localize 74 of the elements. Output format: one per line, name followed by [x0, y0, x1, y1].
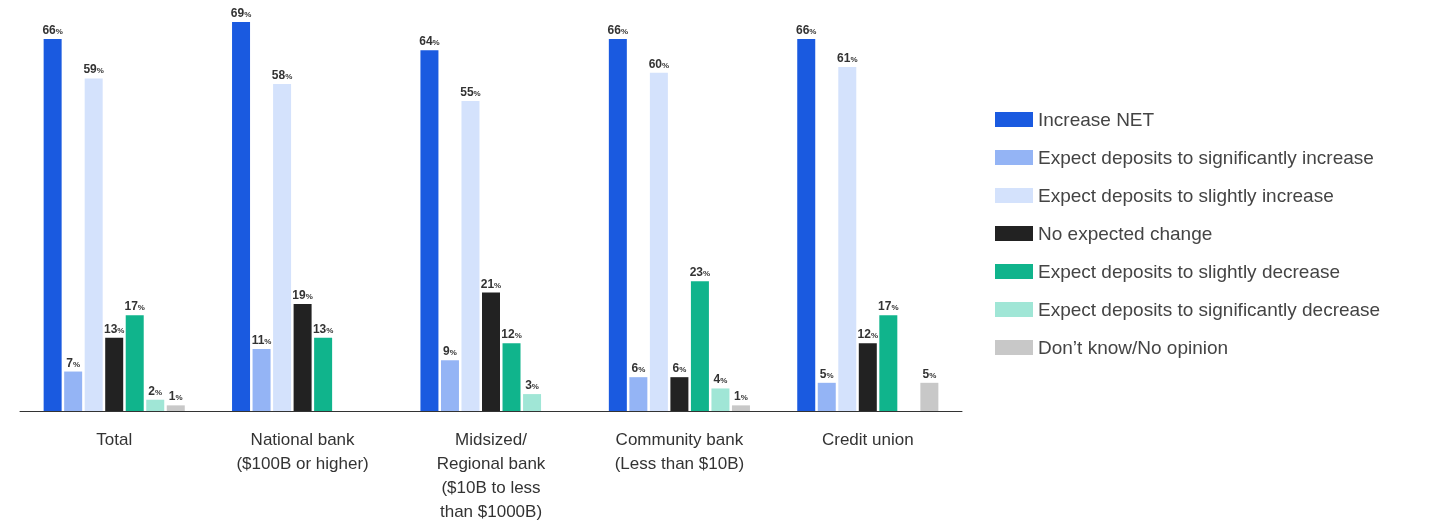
data-label: 2%	[148, 383, 163, 398]
bar	[711, 388, 730, 411]
data-label: 19%	[292, 287, 313, 302]
data-label: 9%	[443, 344, 457, 359]
bar	[879, 315, 898, 411]
data-label: 59%	[83, 62, 104, 77]
data-label: 1%	[734, 389, 748, 404]
bar	[523, 394, 542, 411]
bar	[858, 343, 877, 411]
x-tick-label: Community bank (Less than $10B)	[614, 429, 745, 473]
data-label: 1%	[168, 389, 183, 404]
data-label: 13%	[312, 321, 334, 336]
data-label: 21%	[480, 276, 502, 291]
bar	[817, 382, 836, 411]
data-label: 55%	[460, 84, 481, 99]
x-tick-label: Total	[96, 429, 133, 449]
data-label: 17%	[124, 299, 145, 314]
data-label: 66%	[42, 22, 63, 37]
bar	[461, 100, 480, 411]
legend-label: Expect deposits to slightly decrease	[1038, 261, 1341, 282]
data-label: 61%	[837, 51, 858, 66]
x-tick-label: Credit union	[821, 429, 914, 449]
bar	[252, 348, 271, 411]
bar	[146, 399, 165, 411]
legend-label: Expect deposits to significantly increase	[1038, 147, 1374, 168]
data-label: 4%	[713, 372, 728, 387]
bar	[482, 292, 500, 411]
data-label: 3%	[525, 378, 539, 393]
data-label: 13%	[103, 321, 125, 336]
bar	[64, 371, 83, 411]
bar	[166, 405, 185, 411]
bar	[502, 343, 521, 411]
data-label: 23%	[689, 265, 711, 280]
bar	[920, 382, 939, 411]
data-label: 64%	[419, 34, 440, 49]
data-label: 12%	[857, 327, 879, 342]
bar	[43, 38, 62, 411]
data-label: 66%	[607, 22, 629, 37]
bar	[440, 360, 459, 411]
data-label: 6%	[672, 361, 687, 376]
bar	[84, 78, 103, 411]
data-label: 60%	[648, 56, 670, 71]
bar	[629, 377, 648, 411]
legend-label: Expect deposits to slightly increase	[1038, 185, 1334, 206]
data-label: 6%	[631, 361, 646, 376]
bar	[649, 72, 668, 411]
data-label: 69%	[230, 6, 252, 20]
data-label: 5%	[819, 366, 834, 381]
data-label: 12%	[501, 327, 522, 342]
bar	[125, 315, 144, 411]
legend-label: No expected change	[1038, 223, 1213, 244]
bar	[670, 377, 689, 411]
bar	[731, 405, 750, 411]
bar	[608, 38, 627, 411]
data-label: 5%	[922, 366, 937, 381]
data-label: 11%	[251, 332, 272, 347]
legend-label: Don’t know/No opinion	[1038, 337, 1229, 358]
legend-label: Increase NET	[1038, 109, 1155, 130]
bar	[232, 22, 251, 411]
x-tick-label: Midsized/ Regional bank ($10B to less than $1000B)	[436, 429, 546, 521]
data-label: 7%	[66, 355, 81, 370]
bar	[273, 84, 292, 411]
bar	[797, 38, 816, 411]
legend-label: Expect deposits to significantly decrease	[1038, 299, 1381, 320]
bar	[293, 303, 312, 411]
data-label: 17%	[878, 299, 899, 314]
bar	[690, 281, 709, 411]
bar	[838, 67, 857, 411]
x-tick-label: National bank ($100B or higher)	[236, 429, 369, 473]
data-label: 66%	[796, 22, 817, 37]
data-label: 58%	[271, 68, 293, 83]
bar	[420, 50, 439, 411]
bar	[105, 337, 124, 411]
bar	[314, 337, 333, 411]
